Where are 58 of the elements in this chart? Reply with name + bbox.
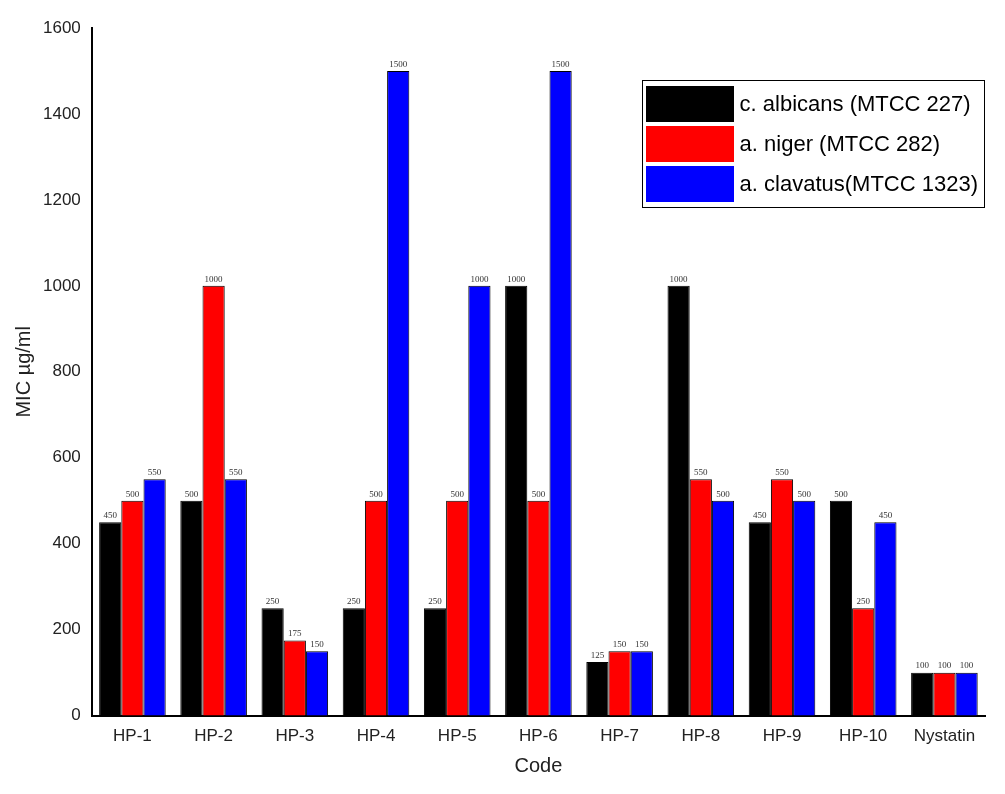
y-axis-title: MIC µg/ml — [11, 326, 34, 418]
data-label: 150 — [310, 639, 325, 649]
data-label: 550 — [694, 467, 709, 478]
data-label: 1000 — [669, 273, 689, 284]
data-label: 500 — [834, 488, 849, 499]
legend-label: a. clavatus(MTCC 1323) — [739, 171, 978, 197]
data-label: 150 — [612, 639, 627, 649]
x-tick-label: HP-6 — [519, 726, 558, 746]
data-label: 100 — [937, 660, 952, 671]
data-label: 500 — [184, 488, 199, 499]
y-tick-label: 0 — [71, 705, 81, 725]
data-label: 250 — [347, 596, 362, 607]
x-tick-label: HP-1 — [113, 726, 152, 746]
data-label: 1000 — [204, 273, 224, 284]
data-label: 250 — [856, 596, 871, 607]
x-tick-label: HP-9 — [762, 726, 802, 746]
data-label: 100 — [915, 660, 930, 671]
y-tick-label: 800 — [52, 361, 81, 381]
data-label: 450 — [103, 510, 118, 521]
y-tick-label: 1400 — [42, 103, 81, 123]
x-tick-label: HP-7 — [600, 726, 639, 746]
data-label: 150 — [635, 639, 650, 649]
x-tick-label: HP-2 — [194, 726, 233, 746]
y-tick-label: 200 — [52, 619, 81, 639]
data-label: 550 — [147, 467, 162, 478]
data-label: 500 — [125, 488, 140, 499]
y-tick-label: 1600 — [42, 17, 81, 37]
data-label: 1000 — [470, 273, 489, 284]
data-label: 250 — [428, 596, 443, 607]
data-label: 125 — [590, 649, 605, 660]
x-tick-label: HP-10 — [839, 726, 888, 746]
data-label: 550 — [775, 467, 790, 478]
y-tick-label: 400 — [52, 533, 81, 553]
data-label: 450 — [753, 510, 768, 521]
data-label: 1000 — [507, 273, 526, 284]
data-label: 500 — [369, 488, 384, 499]
y-tick-label: 600 — [52, 447, 81, 467]
data-label: 1500 — [551, 58, 571, 69]
y-tick-label: 1200 — [42, 189, 81, 209]
x-tick-label: HP-5 — [437, 726, 477, 746]
x-tick-label: HP-8 — [681, 726, 721, 746]
data-label: 500 — [531, 488, 546, 499]
data-label: 550 — [229, 467, 244, 478]
x-tick-label: HP-3 — [275, 726, 315, 746]
data-label: 175 — [288, 628, 303, 639]
data-label: 500 — [716, 488, 731, 499]
data-label: 100 — [959, 660, 974, 671]
data-label: 500 — [797, 488, 812, 499]
legend-label: a. niger (MTCC 282) — [739, 131, 941, 157]
legend-label: c. albicans (MTCC 227) — [739, 91, 971, 117]
data-label: 1500 — [389, 58, 408, 69]
x-tick-label: Nystatin — [913, 726, 976, 746]
data-label: 250 — [265, 596, 280, 607]
data-label: 450 — [878, 510, 893, 521]
x-tick-label: HP-4 — [356, 726, 396, 746]
y-tick-label: 1000 — [42, 275, 81, 295]
x-axis-title: Code — [514, 753, 563, 776]
data-label: 500 — [450, 488, 465, 499]
